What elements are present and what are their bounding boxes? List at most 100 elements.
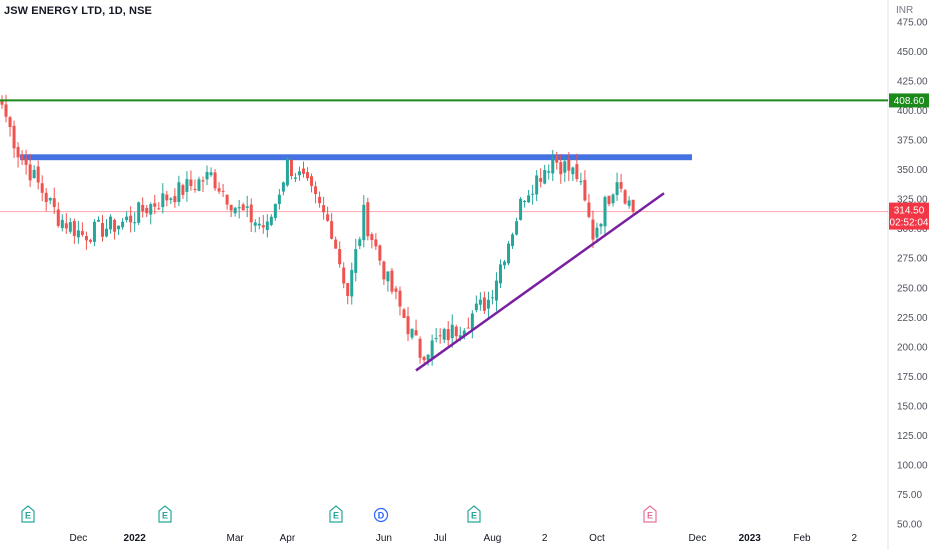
candle-body — [454, 326, 458, 337]
candle-body — [64, 223, 68, 229]
candle-body — [378, 245, 382, 261]
time-axis-tick-label: Feb — [793, 533, 811, 544]
candle-body — [92, 221, 96, 242]
price-axis-tick-label: 200.00 — [897, 342, 928, 353]
candle-body — [334, 239, 338, 249]
time-axis-tick-label: 2 — [851, 533, 857, 544]
candle-body — [535, 175, 539, 195]
time-axis-tick-label: Aug — [484, 533, 502, 544]
candle-body — [607, 195, 611, 205]
candle-body — [165, 194, 169, 201]
candle-body — [615, 182, 619, 196]
candle-body — [44, 192, 48, 202]
candle-body — [575, 164, 579, 180]
candle-body — [157, 208, 161, 210]
candle-body — [84, 235, 88, 241]
candle-body — [36, 166, 40, 183]
time-axis[interactable]: Dec 2022 Mar Apr Jun Jul Aug 2 Oct Dec 2023 Feb 2 — [69, 533, 857, 544]
candle-body — [531, 193, 535, 195]
candle-body — [555, 155, 559, 163]
candle-body — [113, 219, 117, 232]
resistance-zone-group — [20, 154, 692, 161]
candle-body — [141, 204, 145, 212]
candle-body — [209, 172, 213, 176]
candle-body — [217, 188, 221, 192]
currency-label: INR — [896, 5, 914, 16]
candle-body — [4, 104, 8, 117]
candle-body — [177, 182, 181, 203]
candle-body — [161, 193, 165, 208]
candle-body — [169, 198, 173, 200]
candle-body — [80, 231, 84, 235]
candle-body — [293, 177, 297, 179]
candle-body — [297, 171, 301, 176]
candle-body — [450, 324, 454, 339]
candle-body — [515, 221, 519, 235]
candle-body — [503, 261, 506, 266]
candle-body — [233, 207, 237, 214]
resistance-zone — [20, 154, 692, 161]
candle-body — [302, 168, 305, 174]
candle-body — [354, 249, 358, 273]
candle-body — [511, 234, 515, 247]
candle-body — [265, 221, 269, 231]
candle-body — [567, 159, 571, 171]
candle-body — [60, 219, 64, 229]
candle-body — [322, 205, 326, 213]
candles — [0, 94, 635, 366]
price-axis-tick-label: 250.00 — [897, 283, 928, 294]
candle-body — [422, 356, 426, 361]
candle-body — [442, 329, 446, 340]
candle-body — [386, 271, 390, 282]
candle-body — [551, 158, 555, 174]
candle-body — [153, 203, 157, 207]
candle-body — [418, 338, 422, 358]
candle-body — [257, 223, 261, 226]
candle-body — [261, 225, 265, 228]
candle-body — [474, 303, 478, 311]
time-axis-tick-label: Mar — [227, 533, 245, 544]
candle-body — [587, 202, 591, 217]
candle-body — [342, 267, 346, 284]
price-axis-tick-label: 225.00 — [897, 313, 928, 324]
candle-body — [129, 215, 133, 223]
price-axis-tick-label: 350.00 — [897, 165, 928, 176]
candle-body — [68, 222, 72, 232]
price-axis[interactable]: 475.00 450.00 425.00 400.00 375.00 350.00 325.… — [897, 18, 928, 531]
candle-body — [579, 181, 583, 183]
event-letter: E — [471, 511, 477, 521]
candle-body — [197, 179, 201, 191]
candle-body — [189, 179, 193, 187]
candle-body — [48, 197, 52, 201]
candle-body — [173, 196, 177, 203]
price-axis-tick-label: 300.00 — [897, 224, 928, 235]
candle-body — [466, 327, 470, 329]
time-axis-tick-label: Dec — [689, 533, 707, 544]
price-axis-tick-label: 175.00 — [897, 372, 928, 383]
candle-body — [599, 223, 603, 227]
candle-body — [52, 198, 56, 208]
price-axis-tick-label: 150.00 — [897, 401, 928, 412]
price-axis-tick-label: 125.00 — [897, 431, 928, 442]
earnings-event-icon — [329, 505, 343, 523]
candle-body — [193, 188, 197, 190]
candle-body — [253, 222, 257, 226]
candle-body — [277, 194, 281, 205]
candle-body — [494, 280, 498, 301]
candle-body — [346, 283, 350, 296]
candle-body — [76, 230, 80, 238]
price-axis-tick-label: 400.00 — [897, 106, 928, 117]
candle-body — [16, 147, 20, 158]
candle-body — [241, 204, 245, 211]
candle-body — [201, 180, 205, 182]
candle-body — [571, 167, 575, 175]
event-letter: E — [162, 511, 168, 521]
candle-body — [137, 202, 141, 223]
candle-body — [382, 261, 386, 280]
price-axis-tick-label: 325.00 — [897, 195, 928, 206]
candle-body — [390, 270, 394, 292]
candle-body — [121, 221, 125, 228]
